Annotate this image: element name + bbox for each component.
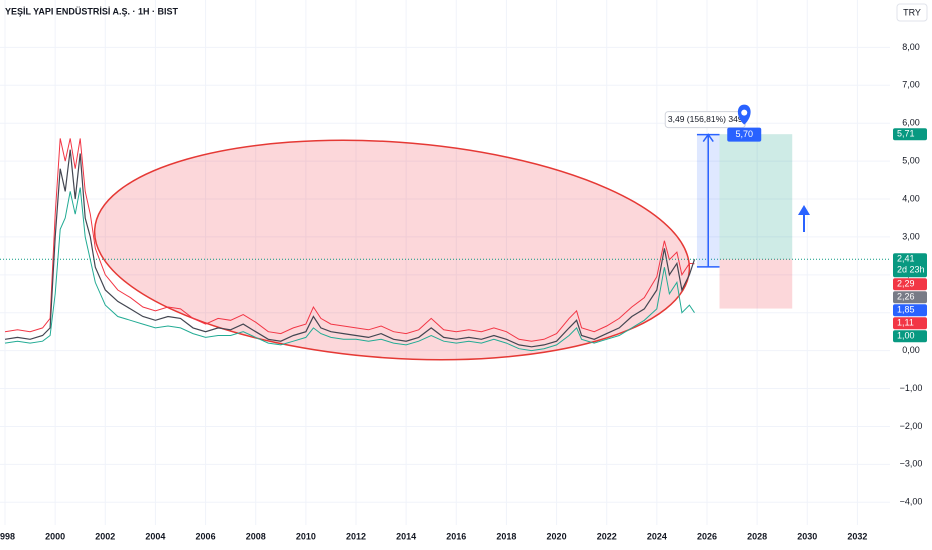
y-tick-label: 6,00 xyxy=(902,118,920,128)
y-tick-label: 7,00 xyxy=(902,80,920,90)
price-label: 1,85 xyxy=(897,305,915,315)
x-tick-label: 2028 xyxy=(747,531,767,541)
price-label: 2,29 xyxy=(897,279,915,289)
price-label-box xyxy=(893,253,927,278)
y-tick-label: 0,00 xyxy=(902,345,920,355)
x-tick-label: 2004 xyxy=(145,531,165,541)
y-tick-label: 4,00 xyxy=(902,193,920,203)
price-label: 2,26 xyxy=(897,292,915,302)
x-tick-label: 2000 xyxy=(45,531,65,541)
y-tick-label: −2,00 xyxy=(900,421,923,431)
x-tick-label: 2020 xyxy=(547,531,567,541)
x-tick-label: 2026 xyxy=(697,531,717,541)
plot xyxy=(4,138,696,352)
x-tick-label: 2024 xyxy=(647,531,667,541)
pin-label: 5,70 xyxy=(735,129,753,139)
measure-arrowhead xyxy=(702,133,714,143)
x-tick-label: 2018 xyxy=(496,531,516,541)
price-label: 1,11 xyxy=(897,318,914,328)
up-arrow xyxy=(798,205,810,232)
y-tick-label: −1,00 xyxy=(900,383,923,393)
price-label: 5,71 xyxy=(897,129,915,139)
price-label-box xyxy=(893,330,927,343)
x-tick-label: 2002 xyxy=(95,531,115,541)
series-line xyxy=(4,138,695,342)
x-tick-label: 2012 xyxy=(346,531,366,541)
x-tick-label: 2022 xyxy=(597,531,617,541)
x-tick-label: 2014 xyxy=(396,531,416,541)
x-tick-label: 2010 xyxy=(296,531,316,541)
grid xyxy=(0,0,890,525)
chart-title: YEŞİL YAPI ENDÜSTRİSİ A.Ş. · 1H · BIST xyxy=(5,6,179,16)
pin-dot xyxy=(741,109,748,116)
x-tick-label: 2032 xyxy=(847,531,867,541)
y-tick-label: 3,00 xyxy=(902,231,920,241)
price-label-box xyxy=(893,304,927,317)
countdown: 2d 23h xyxy=(897,265,925,275)
pin-label-box xyxy=(727,127,762,142)
x-tick-label: 2006 xyxy=(196,531,216,541)
price-label-box xyxy=(893,128,927,141)
x-tick-label: 2030 xyxy=(797,531,817,541)
price-label-box xyxy=(893,291,927,304)
currency[interactable]: TRY xyxy=(903,7,921,17)
currency-box[interactable] xyxy=(896,3,928,22)
series-line xyxy=(4,187,695,352)
y-tick-label: 8,00 xyxy=(902,42,920,52)
x-tick-label: 2016 xyxy=(446,531,466,541)
price-label-box xyxy=(893,278,927,291)
y-tick-label: −3,00 xyxy=(900,459,923,469)
y-tick-label: 5,00 xyxy=(902,155,920,165)
x-tick-label: 2008 xyxy=(246,531,266,541)
stop-zone xyxy=(719,259,793,309)
series-line xyxy=(4,149,696,348)
price-label: 2,41 xyxy=(897,254,915,264)
x-tick-label: 1998 xyxy=(0,531,15,541)
ellipse-drawing xyxy=(93,139,691,361)
price-label: 1,00 xyxy=(897,331,915,341)
price-label-box xyxy=(893,317,927,330)
target-zone xyxy=(719,134,793,260)
y-tick-label: −4,00 xyxy=(900,497,923,507)
measure-label: 3,49 (156,81%) 349 xyxy=(668,114,743,124)
